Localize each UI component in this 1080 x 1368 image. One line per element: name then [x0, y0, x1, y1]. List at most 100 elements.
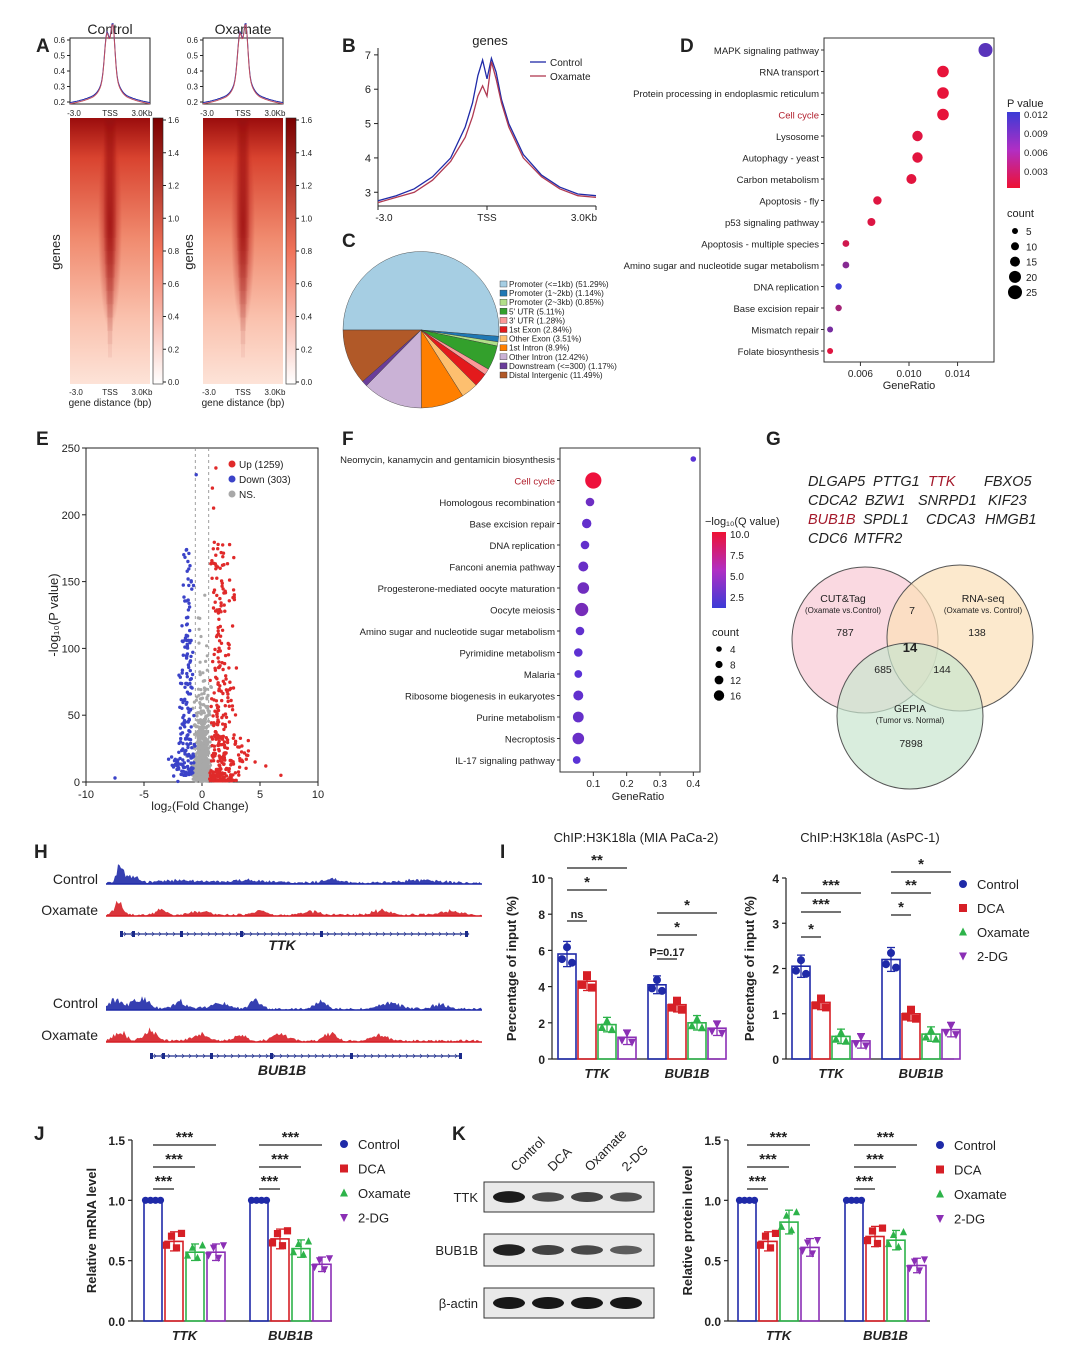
down-point [166, 757, 171, 761]
pie-slice [366, 329, 422, 409]
gene-strand [335, 1053, 339, 1059]
down-point [182, 761, 187, 765]
term-label: RNA transport [759, 68, 819, 79]
down-point [180, 762, 184, 766]
ns-point [203, 593, 207, 597]
panel-letter-b: B [342, 36, 356, 57]
colorbar-tick-label: 1.4 [301, 149, 313, 158]
blot-band [571, 1245, 603, 1255]
venn-count: 7 [909, 605, 915, 617]
gene-strand [249, 931, 253, 937]
up-point [219, 604, 223, 608]
venn-set-sub: (Tumor vs. Normal) [876, 716, 945, 725]
down-point [185, 646, 189, 650]
data-point [708, 1027, 716, 1036]
size-legend-label: 8 [730, 661, 736, 672]
down-point [192, 742, 196, 747]
blot-band [493, 1297, 525, 1309]
blot-band [610, 1192, 642, 1202]
dot [978, 43, 993, 57]
up-point [233, 739, 238, 743]
up-point [217, 660, 221, 664]
down-point [172, 774, 176, 778]
data-point [151, 1196, 160, 1204]
down-point [185, 671, 189, 676]
data-point [162, 1241, 171, 1249]
heatmap-streak [237, 118, 249, 251]
ns-point [198, 761, 202, 765]
gene-strand [200, 931, 204, 937]
ns-point [193, 723, 197, 727]
up-point [253, 760, 257, 764]
ns-point [201, 776, 205, 780]
heatmap-xlabel: gene distance (bp) [202, 398, 285, 409]
significance-label: * [584, 874, 590, 891]
bar-control [249, 1199, 269, 1322]
gene-exon [180, 931, 183, 937]
pie-slice [342, 329, 422, 382]
data-point [959, 904, 967, 912]
y-tick-label: 0 [538, 1053, 545, 1067]
gene-name-ttk: TTK [268, 937, 296, 953]
up-point [209, 759, 214, 763]
y-tick-label: 200 [62, 510, 80, 522]
dot [574, 648, 583, 657]
legend-label: 1st Intron (8.9%) [509, 344, 570, 353]
down-point [190, 746, 194, 750]
down-point [184, 616, 189, 620]
outlier-point [210, 486, 215, 490]
venn-count: 787 [836, 627, 854, 639]
up-point [217, 617, 221, 621]
data-point [837, 1027, 845, 1036]
gene-strand [293, 1053, 297, 1059]
up-point [224, 767, 228, 772]
up-point [212, 721, 216, 725]
size-legend-dot [713, 690, 725, 701]
data-point [340, 1214, 348, 1222]
x-tick-label: -5 [139, 789, 149, 801]
legend-label: 2-DG [977, 949, 1008, 964]
size-legend-dot [1009, 270, 1021, 283]
up-point [227, 542, 232, 547]
track-label-oxamate: Oxamate [41, 902, 98, 918]
ns-point [209, 685, 213, 689]
up-point [216, 542, 220, 547]
gene-strand [354, 931, 358, 937]
data-point [262, 1196, 271, 1204]
color-legend-title: −log₁₀(Q value) [705, 516, 780, 528]
venn-circle [836, 642, 984, 790]
data-point [936, 1189, 944, 1198]
panel-letter-h: H [34, 842, 48, 863]
significance-label: *** [866, 1151, 884, 1168]
blot-band [571, 1192, 603, 1202]
venn-set-name: CUT&Tag [820, 593, 866, 605]
gene-strand [361, 931, 365, 937]
data-point [172, 1244, 181, 1252]
gene-strand [258, 1053, 262, 1059]
track-signal [106, 996, 482, 1010]
y-tick-label: 2 [538, 1017, 545, 1031]
color-legend-bar [712, 532, 726, 608]
y-axis-label: -log₁₀(P value) [46, 573, 61, 656]
gene-strand [272, 1053, 276, 1059]
down-point [186, 598, 190, 602]
data-point [648, 984, 656, 993]
up-point [212, 588, 217, 592]
legend-label: Down (303) [239, 475, 291, 486]
colorbar-tick-label: 1.2 [168, 182, 180, 191]
volcano-points [113, 466, 283, 784]
up-point [223, 609, 227, 613]
series-line-control [377, 55, 597, 202]
up-point [214, 563, 218, 568]
y-tick-label: 0.5 [108, 1255, 125, 1269]
chart-title: genes [472, 33, 508, 48]
up-point [213, 600, 217, 604]
up-point [216, 723, 220, 727]
down-point [191, 771, 195, 775]
series-line-oxamate [377, 61, 597, 204]
data-point [862, 1042, 870, 1051]
ns-point [198, 701, 202, 705]
dot [842, 261, 850, 269]
down-point [175, 767, 179, 772]
